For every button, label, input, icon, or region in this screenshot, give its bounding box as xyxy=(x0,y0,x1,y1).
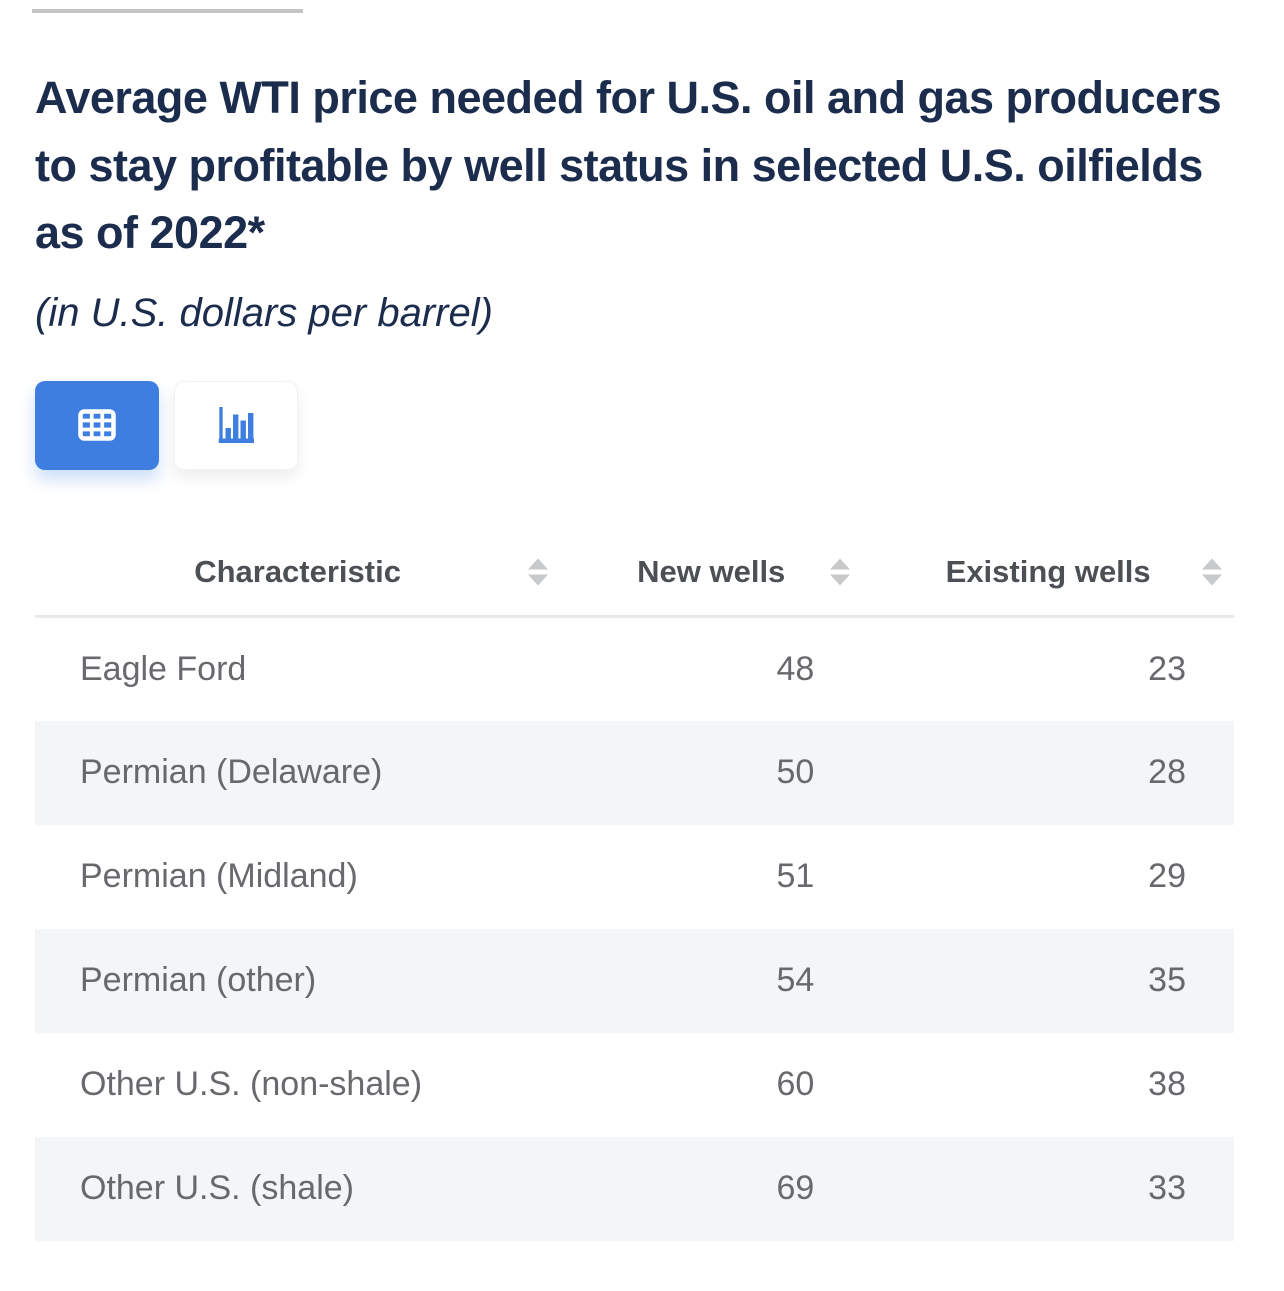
row-label: Eagle Ford xyxy=(80,649,247,688)
bar-chart-icon xyxy=(212,401,260,449)
table-header: Characteristic New wells Existing wells xyxy=(35,529,1234,618)
column-header-new-wells[interactable]: New wells xyxy=(560,529,863,618)
statistic-table: Characteristic New wells Existing wells … xyxy=(35,529,1234,1241)
top-divider xyxy=(32,9,303,13)
row-label: Other U.S. (non-shale) xyxy=(80,1065,423,1103)
row-existing-wells-value: 23 xyxy=(1148,649,1186,688)
table-view-button[interactable] xyxy=(35,380,159,470)
table-row: Eagle Ford 48 23 xyxy=(35,616,1234,721)
row-existing-wells-value: 28 xyxy=(1148,753,1186,791)
row-existing-wells-value: 35 xyxy=(1148,961,1186,999)
row-label: Permian (Midland) xyxy=(80,857,358,895)
column-header-label: New wells xyxy=(637,554,786,590)
table-grid-icon xyxy=(73,401,121,449)
row-label: Other U.S. (shale) xyxy=(80,1169,354,1207)
row-label: Permian (Delaware) xyxy=(80,753,383,791)
table-row: Permian (other) 54 35 xyxy=(35,928,1234,1033)
table-row: Permian (Delaware) 50 28 xyxy=(35,720,1234,825)
table-row: Permian (Midland) 51 29 xyxy=(35,824,1234,929)
row-label: Permian (other) xyxy=(80,961,317,999)
statistic-subtitle: (in U.S. dollars per barrel) xyxy=(35,290,493,335)
row-new-wells-value: 50 xyxy=(776,753,815,791)
column-header-existing-wells[interactable]: Existing wells xyxy=(862,529,1234,618)
row-existing-wells-value: 33 xyxy=(1148,1169,1186,1207)
column-header-label: Existing wells xyxy=(945,554,1151,590)
row-new-wells-value: 54 xyxy=(776,961,815,999)
table-body: Eagle Ford 48 23 Permian (Delaware) 50 2… xyxy=(35,616,1234,1241)
table-header-row: Characteristic New wells Existing wells xyxy=(35,529,1234,618)
statistic-title: Average WTI price needed for U.S. oil an… xyxy=(35,72,1222,258)
row-new-wells-value: 60 xyxy=(776,1065,815,1103)
sort-icon[interactable] xyxy=(1202,558,1222,586)
row-new-wells-value: 48 xyxy=(776,649,815,688)
sort-icon[interactable] xyxy=(528,558,549,586)
row-existing-wells-value: 29 xyxy=(1148,857,1186,895)
table-row: Other U.S. (shale) 69 33 xyxy=(35,1136,1234,1241)
column-header-label: Characteristic xyxy=(194,554,401,590)
sort-icon[interactable] xyxy=(830,558,851,586)
statistic-widget: Average WTI price needed for U.S. oil an… xyxy=(35,72,1234,1241)
column-header-characteristic[interactable]: Characteristic xyxy=(35,529,561,618)
table-row: Other U.S. (non-shale) 60 38 xyxy=(35,1032,1234,1137)
row-existing-wells-value: 38 xyxy=(1148,1065,1186,1103)
chart-view-button[interactable] xyxy=(174,380,298,470)
row-new-wells-value: 69 xyxy=(776,1169,815,1207)
view-toggle xyxy=(35,380,1234,470)
row-new-wells-value: 51 xyxy=(776,857,815,895)
